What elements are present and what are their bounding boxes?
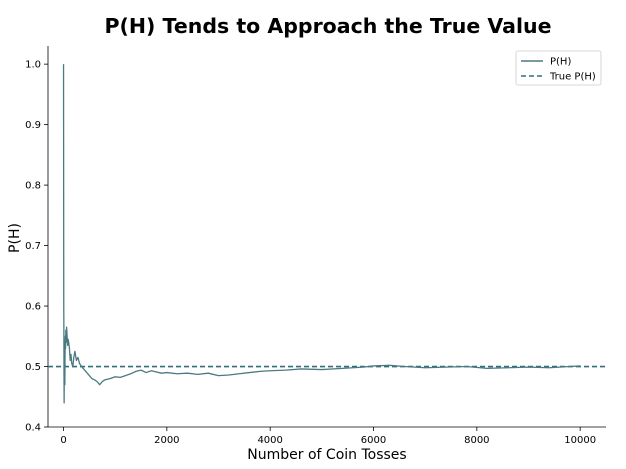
chart-title: P(H) Tends to Approach the True Value (105, 14, 552, 38)
x-tick-label: 10000 (564, 435, 596, 446)
legend-label-ph: P(H) (550, 57, 571, 68)
y-tick-label: 0.7 (25, 241, 41, 252)
y-tick-label: 1.0 (25, 60, 41, 71)
x-tick-label: 8000 (464, 435, 489, 446)
y-tick-label: 0.5 (25, 362, 41, 373)
x-axis-label: Number of Coin Tosses (247, 447, 406, 463)
y-tick-label: 0.6 (25, 302, 41, 313)
x-tick-label: 0 (60, 435, 66, 446)
y-tick-label: 0.9 (25, 120, 41, 131)
y-axis-label: P(H) (7, 223, 23, 253)
y-tick-label: 0.4 (25, 423, 41, 434)
x-tick-label: 4000 (257, 435, 282, 446)
legend: P(H) True P(H) (515, 50, 602, 86)
ph-series-line (62, 64, 581, 404)
y-tick-label: 0.8 (25, 181, 41, 192)
x-tick-label: 6000 (361, 435, 386, 446)
legend-label-true: True P(H) (549, 72, 596, 83)
x-tick-label: 2000 (154, 435, 179, 446)
